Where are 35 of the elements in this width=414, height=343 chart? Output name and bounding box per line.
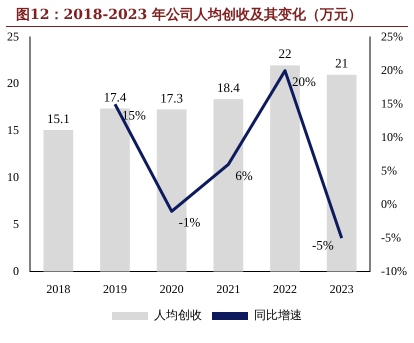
y2-tick-label: 0% (381, 196, 398, 211)
x-tick-label: 2018 (46, 282, 70, 296)
x-tick-label: 2021 (216, 282, 240, 296)
data-label: 15.1 (46, 110, 70, 126)
data-label: 20% (292, 74, 316, 90)
x-tick-label: 2020 (160, 282, 184, 296)
y2-tick-label: 25% (381, 29, 404, 44)
data-label: 18.4 (216, 80, 240, 96)
y-tick-label: 20 (7, 76, 19, 90)
y2-tick-label: -5% (381, 230, 402, 244)
y-tick-label: 0 (13, 264, 19, 278)
y2-tick-label: 15% (381, 96, 404, 110)
x-tick-label: 2019 (103, 282, 127, 296)
legend-label: 人均创收 (154, 308, 202, 322)
y2-tick-label: 20% (381, 62, 404, 77)
data-label: -5% (312, 238, 334, 253)
data-label: 22 (278, 46, 292, 62)
y-tick-label: 10 (7, 170, 19, 184)
chart-title: 图12：2018-2023 年公司人均创收及其变化（万元） (6, 0, 408, 27)
data-label: 17.4 (104, 89, 127, 104)
data-label: 15% (122, 108, 146, 123)
legend-label: 同比增速 (254, 308, 302, 322)
x-tick-label: 2023 (330, 282, 354, 296)
y2-tick-label: 10% (381, 130, 404, 144)
bar (43, 130, 74, 272)
data-label: 6% (235, 168, 253, 183)
y2-tick-label: 5% (381, 163, 398, 178)
y-tick-label: 15 (7, 123, 19, 138)
data-label: -1% (178, 214, 200, 230)
x-tick-label: 2022 (273, 282, 298, 296)
y2-tick-label: -10% (381, 264, 408, 278)
y-tick-label: 5 (13, 216, 19, 231)
data-label: 21 (335, 56, 348, 71)
y-tick-label: 25 (7, 29, 19, 44)
data-label: 17.3 (160, 90, 184, 106)
